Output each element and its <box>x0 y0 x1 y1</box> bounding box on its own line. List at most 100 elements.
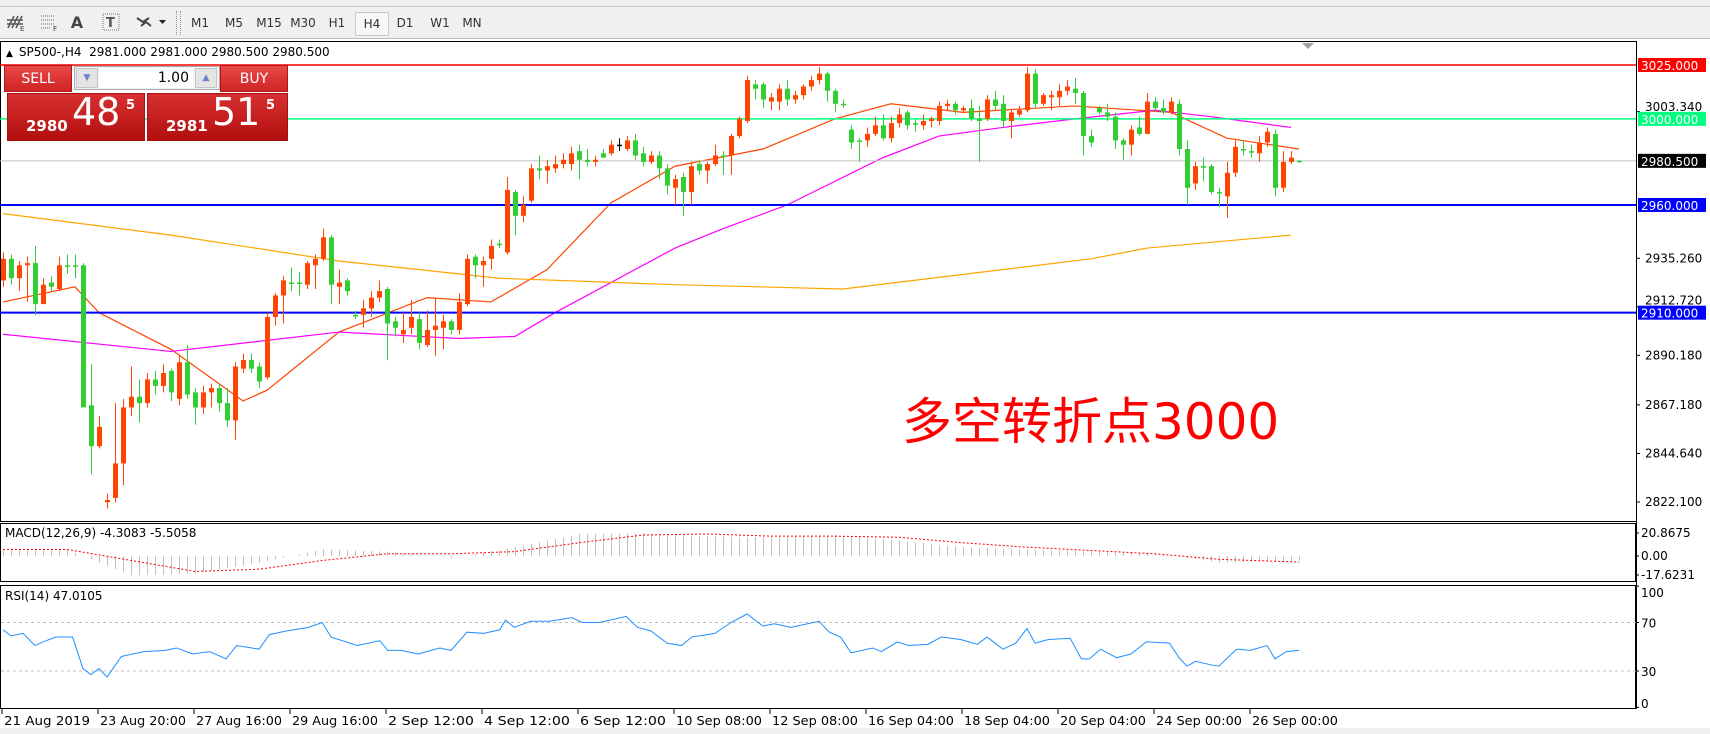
sell-price[interactable]: 2980 48 5 <box>7 90 145 141</box>
price-line-label: 2980.500 <box>1641 155 1698 169</box>
arrows-icon[interactable] <box>132 11 168 33</box>
candle-body <box>105 500 110 503</box>
candle-body <box>745 80 750 121</box>
volume-input[interactable] <box>99 68 193 88</box>
rsi-label: RSI(14) 47.0105 <box>5 589 103 603</box>
volume-increase-button[interactable]: ▲ <box>195 68 217 88</box>
chart-title: ▲ SP500-,H4 2981.000 2981.000 2980.500 29… <box>6 45 330 59</box>
buy-button[interactable]: BUY <box>220 65 288 92</box>
timeframe-m15[interactable]: M15 <box>256 16 282 30</box>
price-tick-label: 2822.100 <box>1645 495 1702 509</box>
candle-body <box>1121 140 1126 145</box>
volume-stepper: ▼ ▲ <box>74 66 220 90</box>
candle-body <box>969 108 974 119</box>
candle-body <box>249 360 254 369</box>
candle-body <box>241 360 246 369</box>
time-tick-label: 27 Aug 16:00 <box>196 714 282 728</box>
volume-decrease-button[interactable]: ▼ <box>76 68 98 88</box>
candle-body <box>145 379 150 404</box>
buy-price[interactable]: 2981 51 5 <box>147 90 288 141</box>
candle-body <box>833 90 838 104</box>
candle-body <box>273 295 278 317</box>
price-line-label-bg <box>1638 111 1706 126</box>
candle-body <box>1089 136 1094 143</box>
candle-body <box>401 329 406 335</box>
price-line-label: 3000.000 <box>1641 113 1698 127</box>
time-tick-label: 26 Sep 00:00 <box>1252 714 1338 728</box>
candle-body <box>985 99 990 119</box>
candle-body <box>1017 110 1022 115</box>
candle-body <box>1081 92 1086 137</box>
price-tick-label: 2844.640 <box>1645 446 1702 460</box>
candle-body <box>569 153 574 165</box>
candle-body <box>297 282 302 285</box>
price-line-label: 3025.000 <box>1641 59 1698 73</box>
candle-body <box>809 80 814 87</box>
candle-body <box>1241 148 1246 151</box>
candle-body <box>793 95 798 100</box>
candle-body <box>649 155 654 162</box>
price-line-label-bg <box>1638 58 1706 72</box>
candle-body <box>1233 146 1238 173</box>
svg-text:F: F <box>53 25 57 32</box>
candle-body <box>201 392 206 408</box>
candle-body <box>1225 172 1230 197</box>
candle-body <box>609 144 614 154</box>
chart-shift-marker-icon <box>1302 43 1314 49</box>
candle-body <box>393 321 398 328</box>
buy-price-sup: 5 <box>266 98 276 113</box>
fibonacci-icon[interactable]: F <box>37 11 63 33</box>
candle-body <box>873 125 878 134</box>
timeframe-m1[interactable]: M1 <box>191 16 209 30</box>
candle-body <box>961 108 966 111</box>
timeframe-m5[interactable]: M5 <box>225 16 243 30</box>
candle-body <box>593 159 598 162</box>
sell-button[interactable]: SELL <box>4 65 72 92</box>
candle-body <box>1137 127 1142 134</box>
candle-body <box>865 133 870 141</box>
candle-body <box>953 103 958 111</box>
text-icon[interactable]: A <box>70 12 84 32</box>
timeframe-m30[interactable]: M30 <box>290 16 316 30</box>
candle-body <box>1297 160 1302 163</box>
text-label-icon[interactable]: T <box>98 11 124 33</box>
time-tick-label: 4 Sep 12:00 <box>484 714 570 728</box>
price-line-label-bg <box>1638 305 1706 320</box>
candle-body <box>425 329 430 345</box>
time-tick-label: 23 Aug 20:00 <box>100 714 186 728</box>
triangle-down-icon: ▼ <box>83 73 91 83</box>
candle-body <box>361 308 366 315</box>
candle-body <box>41 284 46 305</box>
candle-body <box>137 396 142 404</box>
sell-price-sup: 5 <box>126 98 136 113</box>
expert-lines-icon[interactable]: E <box>4 11 30 33</box>
candle-body <box>129 396 134 408</box>
timeframe-w1[interactable]: W1 <box>430 16 450 30</box>
candle-body <box>1289 157 1294 162</box>
collapse-triangle-icon[interactable]: ▲ <box>6 49 13 59</box>
candle-body <box>993 99 998 106</box>
candle-body <box>217 388 222 404</box>
candle-body <box>1209 166 1214 193</box>
candle-body <box>449 321 454 330</box>
candle-body <box>185 362 190 395</box>
timeframe-d1[interactable]: D1 <box>396 16 414 30</box>
candle-body <box>937 105 942 121</box>
candle-body <box>633 140 638 156</box>
candle-body <box>281 280 286 296</box>
candle-body <box>1169 101 1174 113</box>
timeframe-mn[interactable]: MN <box>462 16 482 30</box>
candle-body <box>465 258 470 305</box>
candle-body <box>1105 112 1110 117</box>
candle-body <box>353 314 358 317</box>
candle-body <box>1025 73 1030 111</box>
timeframe-h4[interactable]: H4 <box>355 12 389 36</box>
candle-body <box>377 291 382 298</box>
candle-body <box>529 168 534 201</box>
candle-body <box>849 129 854 143</box>
candle-body <box>505 189 510 253</box>
candle-body <box>689 166 694 193</box>
timeframe-h1[interactable]: H1 <box>328 16 346 30</box>
time-tick-label: 6 Sep 12:00 <box>580 714 666 728</box>
